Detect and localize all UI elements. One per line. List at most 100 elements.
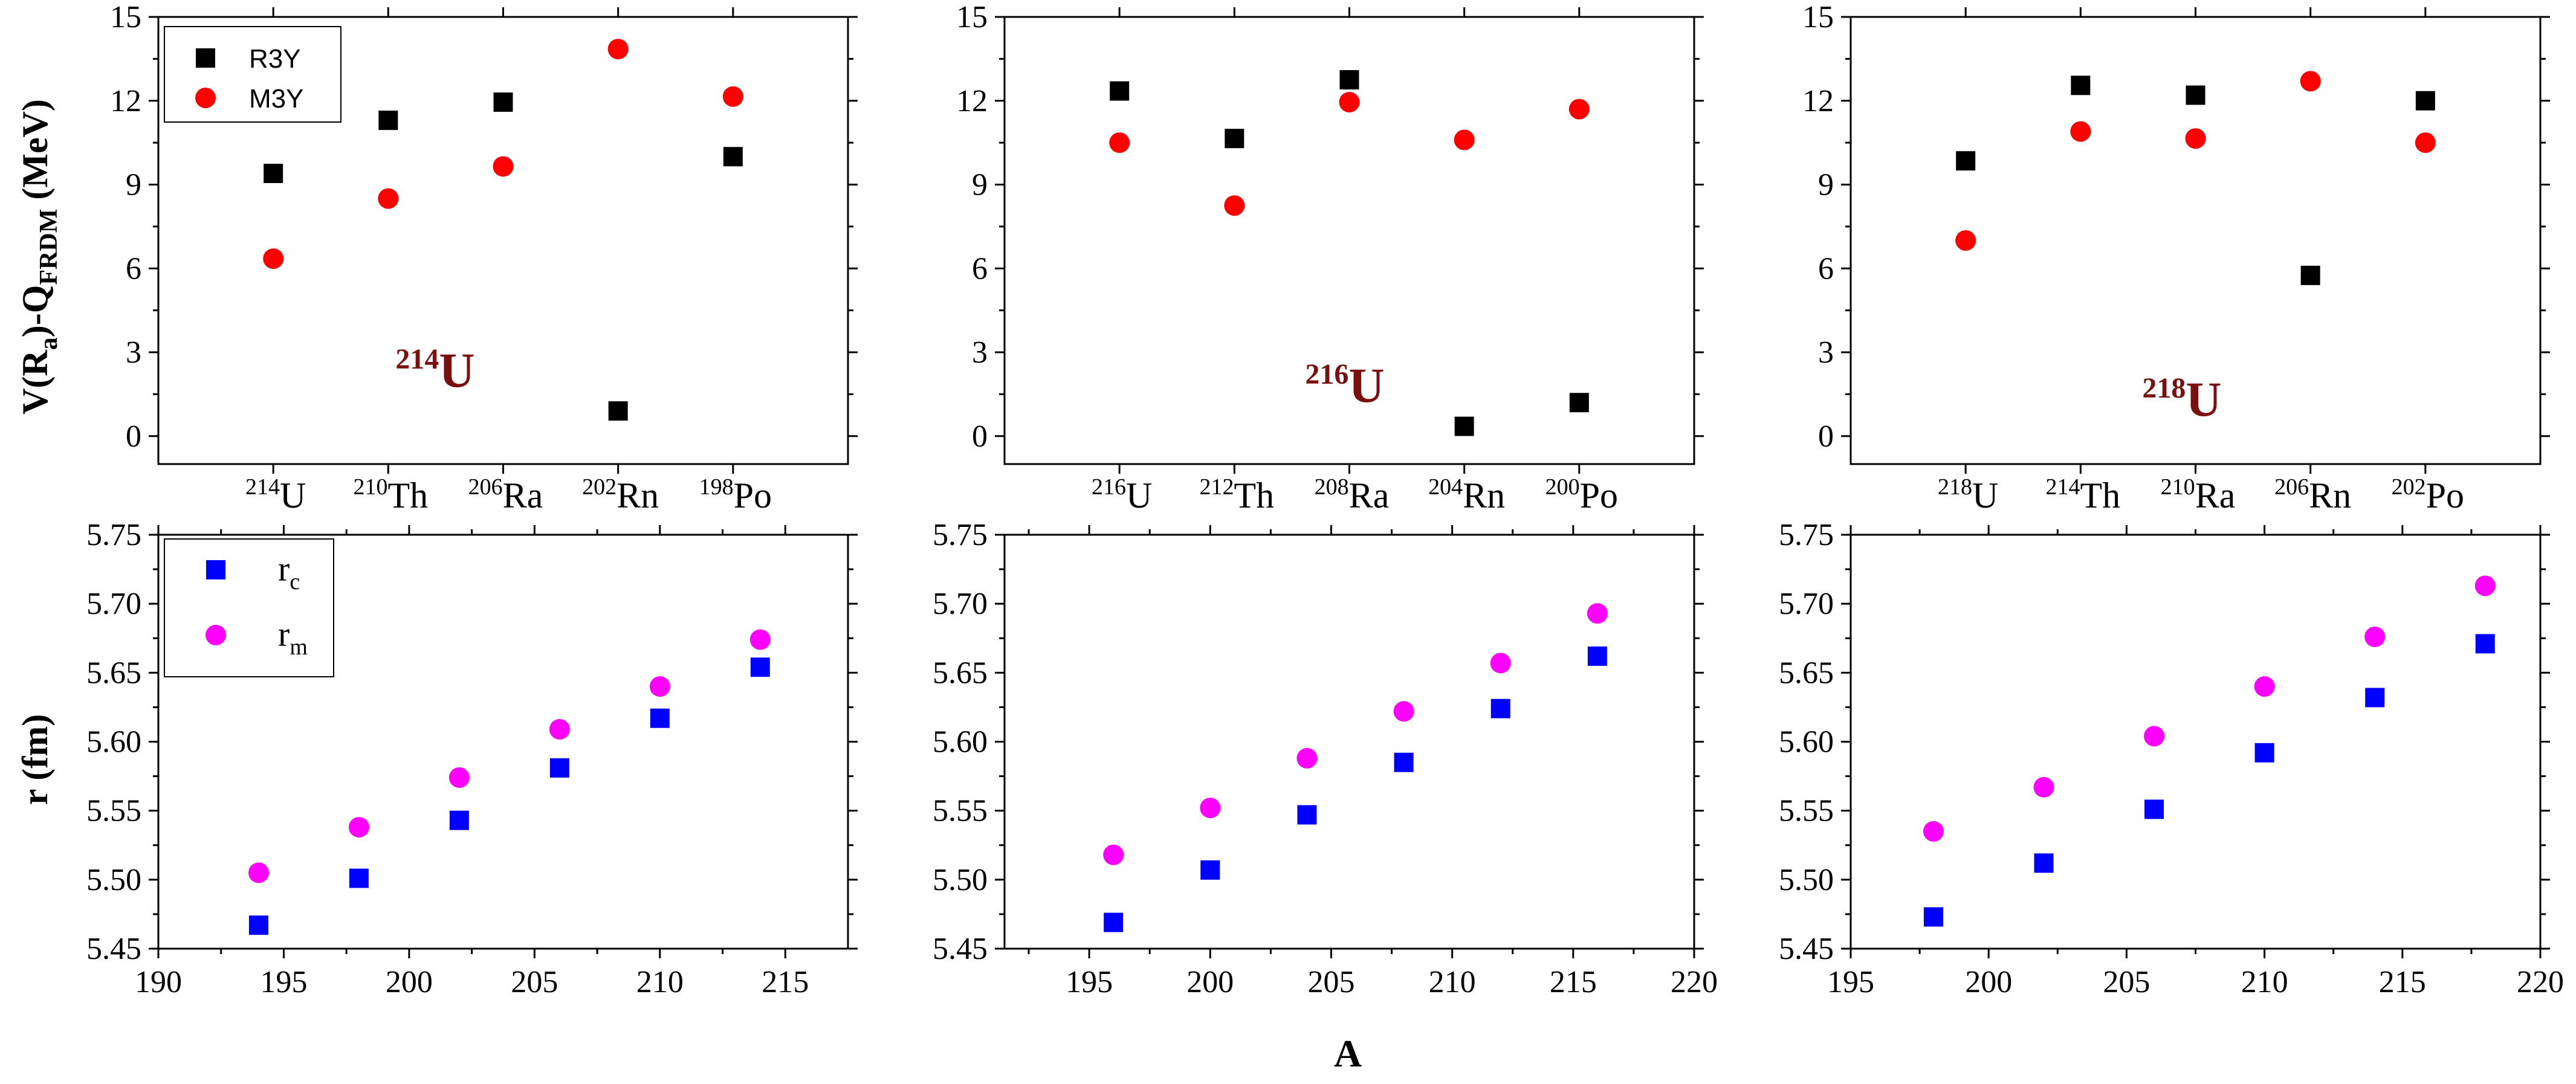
y-tick-label: 5.50	[933, 863, 988, 897]
point-rm	[1103, 844, 1124, 865]
y-tick-label: 5.60	[933, 725, 988, 760]
legend-marker-rc	[206, 560, 225, 579]
point-rm	[1587, 603, 1608, 624]
nucleus-annotation: 216U	[1305, 358, 1384, 413]
y-tick-label: 5.75	[86, 518, 141, 552]
point-rc	[549, 758, 569, 778]
y-tick-label: 15	[956, 0, 988, 34]
panel-top-right: 0 3 6 9 12 15 218U 214Th 210Ra 206Rn 202Po 218U	[1802, 0, 2550, 515]
x-tick-label: 205	[511, 965, 558, 999]
x-category-label: 206Ra	[468, 474, 543, 515]
point-M3Y	[1955, 230, 1976, 251]
y-tick-label: 5.75	[1779, 518, 1834, 552]
point-R3Y	[378, 111, 398, 131]
y-tick-label: 5.55	[1779, 794, 1834, 828]
point-M3Y	[2300, 71, 2321, 92]
y-tick-label: 12	[1802, 84, 1834, 118]
point-M3Y	[378, 188, 399, 209]
x-category-label: 210Th	[354, 474, 429, 515]
x-tick-label: 195	[260, 965, 307, 999]
legend-bottom: rc rm	[164, 538, 334, 677]
legend-marker-R3Y	[196, 48, 215, 68]
point-M3Y	[2185, 128, 2206, 149]
x-tick-label: 200	[1186, 965, 1234, 999]
point-rm	[2364, 626, 2386, 647]
x-category-label: 208Ra	[1315, 474, 1390, 515]
x-category-label: 216U	[1092, 474, 1152, 515]
point-R3Y	[1225, 129, 1244, 149]
y-tick-label: 5.65	[1779, 656, 1834, 690]
point-M3Y	[1454, 129, 1475, 150]
point-rc	[449, 810, 469, 830]
point-R3Y	[723, 147, 743, 167]
point-rc	[1490, 698, 1510, 718]
legend-box	[164, 538, 334, 677]
point-rc	[1200, 860, 1220, 880]
point-R3Y	[1569, 393, 1589, 413]
x-tick-label: 190	[135, 965, 182, 999]
point-M3Y	[493, 156, 514, 177]
legend-label-R3Y: R3Y	[249, 44, 301, 74]
x-tick-label: 215	[2379, 965, 2426, 999]
point-R3Y	[2071, 76, 2091, 95]
panel-top-left: 0 3 6 9 12 15 214U 210Th 206Ra 202Rn 198Po 214U	[110, 0, 858, 515]
point-M3Y	[263, 248, 284, 269]
y-tick-label: 5.45	[1779, 932, 1834, 966]
x-category-label: 210Ra	[2161, 474, 2236, 515]
panel-bottom-middle: 5.45 5.50 5.55 5.60 5.65 5.70 5.75 195 200 205 210…	[933, 518, 1718, 999]
point-rc	[1104, 912, 1124, 932]
x-category-label: 214Th	[2046, 474, 2121, 515]
point-rm	[248, 862, 269, 883]
y-tick-label: 6	[126, 251, 141, 286]
y-tick-label: 5.60	[86, 725, 141, 760]
point-rm	[348, 817, 369, 838]
point-rm	[448, 767, 470, 788]
x-category-label: 214U	[245, 474, 306, 515]
point-M3Y	[1109, 132, 1130, 153]
point-rc	[2034, 853, 2054, 873]
y-tick-label: 5.65	[86, 656, 141, 690]
point-R3Y	[1956, 151, 1976, 171]
x-category-label: 198Po	[699, 474, 772, 515]
point-rc	[2254, 743, 2274, 763]
point-rc	[750, 657, 770, 677]
point-rc	[1587, 646, 1607, 666]
y-tick-label: 5.70	[86, 587, 141, 621]
y-tick-label: 9	[126, 168, 141, 202]
y-tick-label: 5.55	[86, 794, 141, 828]
y-tick-label: 5.65	[933, 656, 988, 690]
x-tick-label: 210	[2241, 965, 2288, 999]
plot-frame	[1003, 534, 1695, 950]
y-tick-label: 5.75	[933, 518, 988, 552]
legend-marker-rm	[205, 625, 226, 645]
x-category-label: 202Po	[2392, 474, 2464, 515]
y-tick-label: 5.50	[1779, 863, 1834, 897]
x-tick-label: 215	[1550, 965, 1597, 999]
point-R3Y	[1110, 81, 1130, 101]
point-rc	[349, 868, 369, 888]
point-rm	[749, 629, 771, 650]
panel-bottom-right: 5.45 5.50 5.55 5.60 5.65 5.70 5.75 195 200 205 210…	[1779, 518, 2564, 999]
point-rc	[2475, 634, 2495, 654]
y-tick-label: 5.55	[933, 794, 988, 828]
legend-label-M3Y: M3Y	[249, 84, 303, 114]
point-M3Y	[722, 86, 743, 107]
y-tick-label: 5.45	[86, 932, 141, 966]
legend-label-rc: rc	[278, 549, 300, 595]
x-tick-label: 220	[1671, 965, 1718, 999]
point-rm	[2144, 726, 2165, 747]
bottom-x-axis-label: A	[1334, 1032, 1362, 1075]
point-R3Y	[1339, 70, 1359, 90]
x-tick-label: 210	[636, 965, 684, 999]
y-tick-label: 5.70	[933, 587, 988, 621]
x-tick-label: 205	[1307, 965, 1354, 999]
point-R3Y	[264, 164, 283, 183]
y-tick-label: 12	[110, 84, 141, 118]
y-tick-label: 6	[972, 251, 988, 286]
y-tick-label: 0	[1818, 419, 1834, 454]
point-rm	[2474, 575, 2496, 596]
point-R3Y	[2186, 85, 2205, 105]
point-rc	[248, 915, 268, 935]
point-M3Y	[1339, 92, 1360, 113]
